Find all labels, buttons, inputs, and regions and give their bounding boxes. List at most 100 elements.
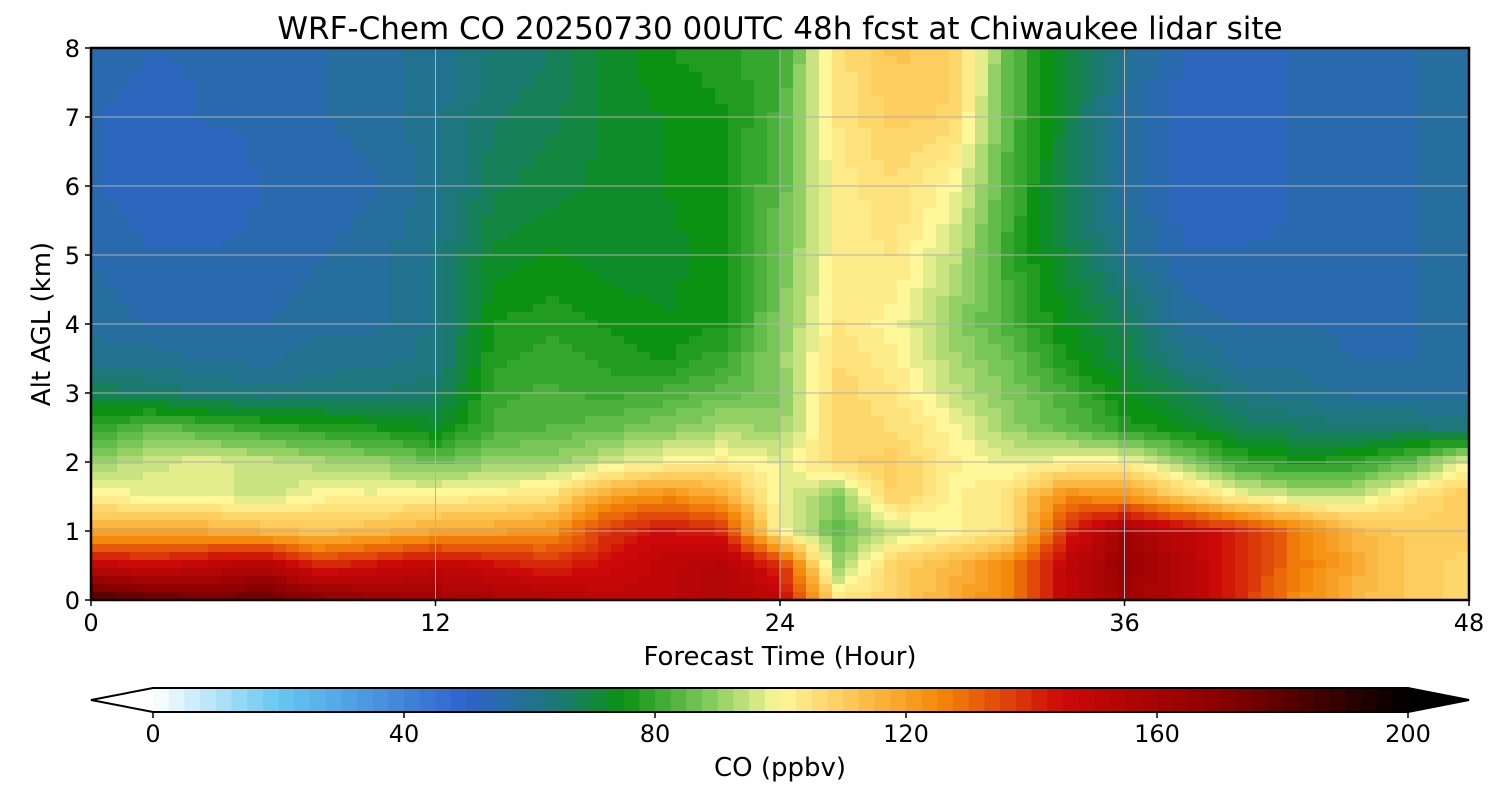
heatmap-cell [533, 216, 547, 225]
heatmap-cell [559, 160, 573, 169]
heatmap-cell [1131, 392, 1145, 401]
heatmap-cell [676, 168, 690, 177]
heatmap-cell [871, 184, 885, 193]
heatmap-cell [975, 152, 989, 161]
heatmap-cell [793, 312, 807, 321]
heatmap-cell [1222, 240, 1236, 249]
heatmap-cell [624, 416, 638, 425]
heatmap-cell [130, 232, 144, 241]
heatmap-cell [1066, 48, 1080, 57]
heatmap-cell [676, 280, 690, 289]
heatmap-cell [1339, 56, 1353, 65]
heatmap-cell [91, 48, 105, 57]
heatmap-cell [390, 416, 404, 425]
heatmap-cell [1456, 360, 1470, 369]
heatmap-cell [156, 280, 170, 289]
heatmap-cell [1313, 208, 1327, 217]
heatmap-cell [1430, 384, 1444, 393]
heatmap-cell [494, 184, 508, 193]
heatmap-cell [637, 272, 651, 281]
heatmap-cell [533, 336, 547, 345]
heatmap-cell [988, 264, 1002, 273]
heatmap-cell [1430, 216, 1444, 225]
heatmap-cell [156, 352, 170, 361]
heatmap-cell [767, 296, 781, 305]
heatmap-cell [624, 272, 638, 281]
heatmap-cell [1365, 64, 1379, 73]
heatmap-cell [897, 120, 911, 129]
heatmap-cell [1092, 352, 1106, 361]
heatmap-cell [845, 248, 859, 257]
heatmap-cell [1014, 120, 1028, 129]
heatmap-cell [117, 152, 131, 161]
heatmap-cell [299, 152, 313, 161]
heatmap-cell [390, 136, 404, 145]
heatmap-cell [325, 200, 339, 209]
heatmap-cell [1326, 112, 1340, 121]
heatmap-cell [234, 56, 248, 65]
heatmap-cell [884, 80, 898, 89]
heatmap-cell [1105, 264, 1119, 273]
heatmap-cell [1170, 200, 1184, 209]
heatmap-cell [416, 152, 430, 161]
heatmap-cell [858, 416, 872, 425]
heatmap-cell [1014, 192, 1028, 201]
heatmap-cell [819, 192, 833, 201]
heatmap-cell [1274, 408, 1288, 417]
heatmap-cell [754, 72, 768, 81]
heatmap-cell [221, 400, 235, 409]
heatmap-cell [1261, 184, 1275, 193]
heatmap-cell [455, 88, 469, 97]
heatmap-cell [572, 232, 586, 241]
heatmap-cell [949, 96, 963, 105]
heatmap-cell [1001, 136, 1015, 145]
heatmap-cell [1248, 136, 1262, 145]
heatmap-cell [1326, 152, 1340, 161]
heatmap-cell [1443, 272, 1457, 281]
heatmap-cell [1248, 56, 1262, 65]
heatmap-cell [650, 216, 664, 225]
heatmap-cell [572, 408, 586, 417]
heatmap-cell [533, 304, 547, 313]
heatmap-cell [780, 416, 794, 425]
heatmap-cell [1157, 88, 1171, 97]
heatmap-cell [390, 208, 404, 217]
heatmap-cell [1209, 344, 1223, 353]
heatmap-cell [390, 256, 404, 265]
heatmap-cell [1027, 232, 1041, 241]
heatmap-cell [507, 168, 521, 177]
heatmap-cell [221, 312, 235, 321]
heatmap-cell [611, 72, 625, 81]
heatmap-cell [897, 176, 911, 185]
heatmap-cell [234, 416, 248, 425]
heatmap-cell [169, 176, 183, 185]
heatmap-cell [481, 168, 495, 177]
heatmap-cell [611, 128, 625, 137]
heatmap-cell [1352, 248, 1366, 257]
heatmap-cell [1456, 104, 1470, 113]
heatmap-cell [1248, 416, 1262, 425]
heatmap-cell [845, 328, 859, 337]
heatmap-cell [598, 368, 612, 377]
heatmap-cell [390, 48, 404, 57]
heatmap-cell [741, 256, 755, 265]
heatmap-cell [104, 232, 118, 241]
heatmap-cell [897, 80, 911, 89]
heatmap-cell [793, 272, 807, 281]
heatmap-cell [1287, 408, 1301, 417]
heatmap-cell [533, 144, 547, 153]
heatmap-cell [221, 72, 235, 81]
heatmap-cell [468, 328, 482, 337]
heatmap-cell [936, 336, 950, 345]
heatmap-cell [611, 112, 625, 121]
heatmap-cell [1144, 256, 1158, 265]
heatmap-cell [1404, 144, 1418, 153]
heatmap-cell [910, 48, 924, 57]
heatmap-cell [832, 80, 846, 89]
heatmap-cell [1027, 224, 1041, 233]
heatmap-cell [533, 176, 547, 185]
heatmap-cell [377, 56, 391, 65]
heatmap-cell [845, 304, 859, 313]
heatmap-cell [1105, 136, 1119, 145]
heatmap-cell [1404, 280, 1418, 289]
